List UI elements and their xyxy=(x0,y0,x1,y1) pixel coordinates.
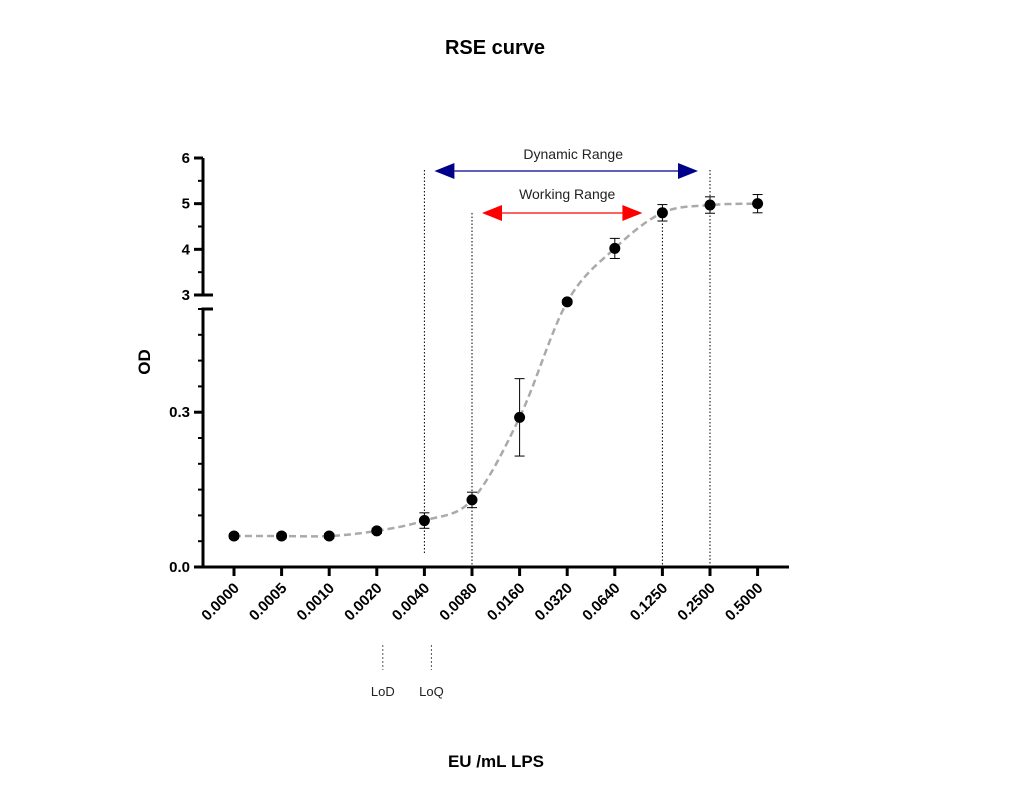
x-axis-label: EU /mL LPS xyxy=(448,752,544,771)
dynamic-range-arrow-right-head xyxy=(678,163,698,179)
working-range-arrow-right-head xyxy=(622,205,643,221)
working-range-arrow xyxy=(482,205,643,221)
x-tick-label: 0.0040 xyxy=(389,580,433,624)
x-tick-label: 0.0160 xyxy=(484,580,528,624)
data-point xyxy=(466,494,478,506)
x-tick-label: 0.0000 xyxy=(198,580,242,624)
curve-layer xyxy=(234,202,758,538)
x-tick-label: 0.1250 xyxy=(627,580,671,624)
y-tick-label: 6 xyxy=(182,150,190,167)
working-range-label: Working Range xyxy=(519,186,615,202)
x-tick-labels: 0.0000 0.0005 0.0010 0.0020 0.0040 0.0080 0.01… xyxy=(198,580,766,624)
dynamic-range-arrow xyxy=(434,163,698,179)
working-range-arrow-left-head xyxy=(482,205,502,221)
x-tick-label: 0.0640 xyxy=(579,580,623,624)
y-tick-label: 0.0 xyxy=(169,559,190,576)
fitted-curve xyxy=(234,202,758,538)
y-tick-label: 4 xyxy=(182,241,191,258)
x-tick-label: 0.0005 xyxy=(246,580,290,624)
data-point xyxy=(228,530,240,542)
data-point xyxy=(656,207,668,219)
data-point xyxy=(704,199,716,211)
data-point xyxy=(609,242,621,254)
data-point xyxy=(514,411,526,423)
y-tick-label: 3 xyxy=(182,287,190,304)
y-axis-label: OD xyxy=(135,349,154,375)
range-annotations: Dynamic Range Working Range LoD LoQ xyxy=(371,146,698,699)
x-tick-label: 0.0080 xyxy=(436,580,480,624)
data-point xyxy=(752,198,764,210)
lod-label: LoD xyxy=(371,684,395,699)
loq-label: LoQ xyxy=(419,684,444,699)
data-point xyxy=(418,515,430,527)
data-points xyxy=(228,194,764,542)
dynamic-range-label: Dynamic Range xyxy=(523,146,623,162)
y-tick-label: 0.3 xyxy=(169,404,190,421)
x-tick-label: 0.0020 xyxy=(341,580,385,624)
dynamic-range-arrow-left-head xyxy=(434,163,455,179)
data-point xyxy=(371,525,383,537)
data-point xyxy=(276,530,288,542)
data-point xyxy=(323,530,335,542)
x-tick-label: 0.2500 xyxy=(674,580,718,624)
x-tick-label: 0.5000 xyxy=(722,580,766,624)
data-point xyxy=(561,296,573,308)
chart-title: RSE curve xyxy=(445,37,545,59)
y-tick-labels: 0.0 0.3 3 4 5 6 xyxy=(169,150,191,576)
x-tick-label: 0.0010 xyxy=(294,580,338,624)
y-tick-label: 5 xyxy=(182,196,190,213)
x-tick-label: 0.0320 xyxy=(532,580,576,624)
axes xyxy=(194,156,789,576)
